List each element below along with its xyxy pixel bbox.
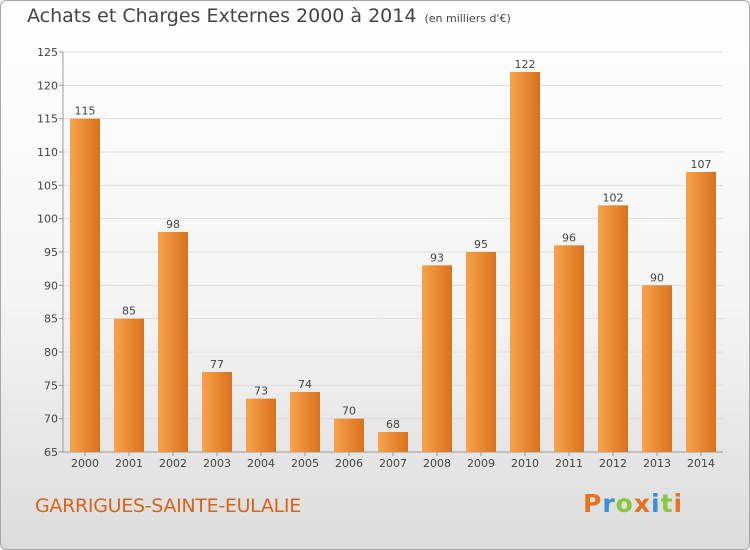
location-name: GARRIGUES-SAINTE-EULALIE (35, 495, 301, 517)
bar (290, 392, 320, 452)
bar-value-label: 95 (474, 238, 488, 251)
y-tick-label: 80 (44, 346, 58, 359)
y-tick-label: 105 (37, 179, 58, 192)
y-tick-label: 125 (37, 46, 58, 59)
y-tick-label: 65 (44, 446, 58, 459)
bar (246, 398, 276, 452)
x-tick-label: 2000 (71, 457, 99, 470)
bar-value-label: 122 (515, 58, 536, 71)
bar-value-label: 70 (342, 405, 356, 418)
bar-value-label: 115 (75, 105, 96, 118)
bars (70, 72, 716, 453)
logo-letter: i (651, 489, 661, 518)
x-tick-label: 2011 (555, 457, 583, 470)
bar-value-label: 96 (562, 231, 576, 244)
bar (466, 252, 496, 452)
x-tick-label: 2001 (115, 457, 143, 470)
bar (554, 245, 584, 452)
x-tick-label: 2008 (423, 457, 451, 470)
logo-letter: i (673, 489, 684, 518)
chart-title-block: Achats et Charges Externes 2000 à 2014 (e… (27, 5, 511, 27)
x-tick-label: 2003 (203, 457, 231, 470)
bar-value-label: 85 (122, 305, 136, 318)
bar-value-label: 68 (386, 418, 400, 431)
x-tick-label: 2010 (511, 457, 539, 470)
bar-value-label: 102 (603, 191, 624, 204)
bar-value-label: 107 (691, 158, 712, 171)
bar-value-label: 74 (298, 378, 312, 391)
x-tick-label: 2014 (687, 457, 715, 470)
bar (202, 372, 232, 452)
bar-value-label: 93 (430, 251, 444, 264)
bar (598, 205, 628, 452)
y-tick-label: 120 (37, 79, 58, 92)
bar (70, 118, 100, 453)
bar (422, 265, 452, 452)
y-tick-label: 95 (44, 246, 58, 259)
proxiti-logo: Proxiti (583, 489, 683, 518)
x-tick-label: 2002 (159, 457, 187, 470)
logo-letter: x (633, 489, 651, 518)
bar-value-label: 77 (210, 358, 224, 371)
bar (158, 232, 188, 452)
logo-letter: o (615, 489, 634, 518)
bar-value-label: 98 (166, 218, 180, 231)
bar (378, 432, 408, 452)
x-tick-label: 2007 (379, 457, 407, 470)
x-tick-label: 2005 (291, 457, 319, 470)
bar-value-label: 73 (254, 385, 268, 398)
y-tick-labels: 65 70 75 80 85 90 95 100 105 110 115 120 125 (37, 46, 58, 459)
bar (686, 172, 716, 452)
logo-letter: t (660, 489, 674, 518)
y-tick-label: 90 (44, 279, 58, 292)
x-tick-label: 2004 (247, 457, 275, 470)
logo-letter: r (602, 489, 616, 518)
bar (642, 285, 672, 452)
logo-letter: P (583, 489, 603, 518)
y-tick-label: 70 (44, 413, 58, 426)
x-tick-label: 2006 (335, 457, 363, 470)
bar (114, 318, 144, 452)
x-tick-labels: 2000 2001 2002 2003 2004 2005 2006 2007 2008 2009… (71, 457, 715, 470)
y-tick-label: 85 (44, 313, 58, 326)
bar (510, 72, 540, 452)
chart-subtitle: (en milliers d'€) (424, 12, 511, 25)
y-tick-label: 110 (37, 146, 58, 159)
x-tick-label: 2013 (643, 457, 671, 470)
x-tick-label: 2012 (599, 457, 627, 470)
y-tick-label: 75 (44, 379, 58, 392)
bar (334, 418, 364, 452)
y-tick-label: 115 (37, 113, 58, 126)
x-tick-label: 2009 (467, 457, 495, 470)
value-labels: 115 85 98 77 73 74 70 68 93 95 122 96 102 90 107 (75, 58, 712, 431)
bar-value-label: 90 (650, 271, 664, 284)
chart-title: Achats et Charges Externes 2000 à 2014 (27, 5, 417, 27)
y-tick-label: 100 (37, 213, 58, 226)
